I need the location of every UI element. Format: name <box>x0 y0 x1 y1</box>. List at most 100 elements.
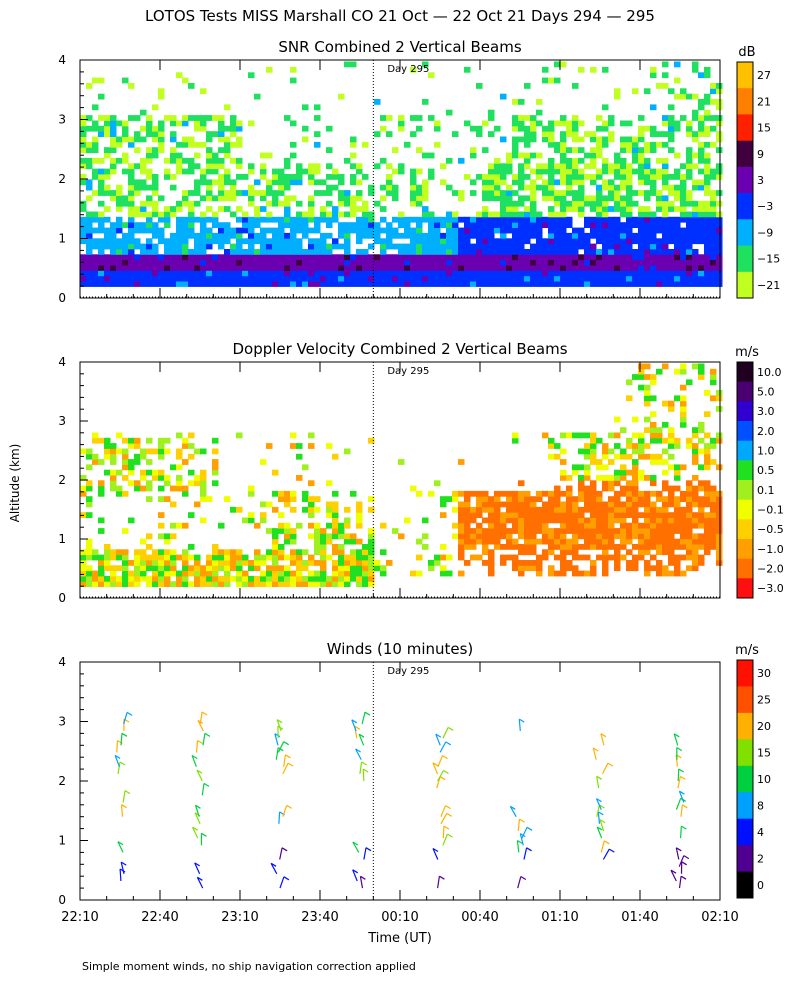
heatmap-cell <box>620 200 627 207</box>
heatmap-cell <box>686 533 693 540</box>
chart-title: Winds (10 minutes) <box>327 640 474 658</box>
heatmap-cell <box>644 157 651 164</box>
heatmap-cell <box>182 549 189 556</box>
colorbar-swatch <box>737 140 753 168</box>
heatmap-cell <box>494 496 501 502</box>
heatmap-cell <box>374 560 381 566</box>
heatmap-cell <box>164 538 171 545</box>
heatmap-cell <box>476 554 483 561</box>
heatmap-cell <box>548 453 555 460</box>
wind-barb-flag <box>203 782 210 787</box>
heatmap-cell <box>362 544 369 550</box>
wind-barb <box>196 740 199 753</box>
heatmap-cell <box>602 216 609 223</box>
heatmap-cell <box>398 281 405 287</box>
heatmap-cell <box>212 131 219 137</box>
heatmap-cell <box>482 211 489 218</box>
heatmap-cell <box>662 238 669 245</box>
heatmap-cell <box>446 265 453 271</box>
heatmap-cell <box>176 475 183 481</box>
heatmap-cell <box>650 459 657 465</box>
heatmap-cell <box>650 517 657 524</box>
heatmap-cell <box>578 211 585 218</box>
wind-barb <box>678 855 685 867</box>
heatmap-cell <box>482 227 489 234</box>
heatmap-cell <box>686 259 693 266</box>
heatmap-cell <box>542 179 549 186</box>
heatmap-cell <box>260 259 267 266</box>
heatmap-cell <box>656 432 663 439</box>
heatmap-cell <box>596 216 603 223</box>
heatmap-cell <box>476 227 483 234</box>
heatmap-cell <box>314 281 321 287</box>
heatmap-cell <box>362 232 369 239</box>
heatmap-cell <box>290 77 297 84</box>
heatmap-cell <box>308 432 315 439</box>
heatmap-cell <box>374 131 381 137</box>
heatmap-cell <box>326 522 333 529</box>
heatmap-cell <box>458 512 465 518</box>
heatmap-cell <box>368 581 375 587</box>
heatmap-cell <box>230 281 237 287</box>
heatmap-cell <box>356 501 363 508</box>
heatmap-cell <box>704 538 711 545</box>
heatmap-cell <box>410 179 417 186</box>
wind-barb <box>199 711 203 724</box>
heatmap-cell <box>530 522 537 529</box>
heatmap-cell <box>98 565 105 572</box>
heatmap-cell <box>662 538 669 545</box>
wind-barb-flag <box>352 869 359 874</box>
wind-barb-flag <box>196 769 203 774</box>
heatmap-cell <box>266 570 273 577</box>
heatmap-cell <box>524 522 531 529</box>
heatmap-cell <box>554 570 561 577</box>
heatmap-cell <box>710 379 717 386</box>
heatmap-cell <box>386 179 393 186</box>
heatmap-cell <box>362 222 369 228</box>
heatmap-cell <box>608 216 615 223</box>
heatmap-cell <box>620 206 627 212</box>
heatmap-cell <box>680 400 687 407</box>
heatmap-cell <box>422 195 429 202</box>
heatmap-cell <box>134 131 141 137</box>
heatmap-cell <box>656 83 663 89</box>
heatmap-cell <box>152 222 159 228</box>
heatmap-cell <box>302 265 309 271</box>
heatmap-cell <box>380 265 387 271</box>
heatmap-cell <box>116 565 123 572</box>
heatmap-cell <box>680 411 687 418</box>
heatmap-cell <box>518 506 525 513</box>
heatmap-cell <box>98 184 105 191</box>
heatmap-cell <box>644 501 651 508</box>
heatmap-cell <box>512 179 519 186</box>
wind-barb-flag <box>680 775 686 780</box>
heatmap-cell <box>158 259 165 266</box>
heatmap-cell <box>158 560 165 566</box>
heatmap-cell <box>512 174 519 180</box>
heatmap-cell <box>422 243 429 250</box>
heatmap-cell <box>104 174 111 180</box>
wind-barb-flag <box>364 711 371 716</box>
heatmap-cell <box>464 66 471 73</box>
heatmap-cell <box>668 281 675 287</box>
colorbar-unit: m/s <box>735 345 759 360</box>
heatmap-cell <box>524 184 531 191</box>
heatmap-cell <box>278 544 285 550</box>
heatmap-cell <box>494 544 501 550</box>
x-tick-label: 22:10 <box>61 910 98 925</box>
heatmap-cell <box>488 570 495 577</box>
colorbar-tick-label: 4 <box>757 826 764 839</box>
heatmap-cell <box>200 168 207 175</box>
heatmap-cell <box>206 216 213 223</box>
heatmap-cell <box>686 544 693 550</box>
heatmap-cell <box>248 222 255 228</box>
heatmap-cell <box>650 437 657 444</box>
heatmap-cell <box>158 211 165 218</box>
heatmap-cell <box>110 281 117 287</box>
heatmap-cell <box>428 211 435 218</box>
heatmap-cell <box>620 232 627 239</box>
heatmap-cell <box>488 560 495 566</box>
heatmap-cell <box>608 522 615 529</box>
heatmap-cell <box>332 581 339 587</box>
heatmap-cell <box>662 480 669 487</box>
